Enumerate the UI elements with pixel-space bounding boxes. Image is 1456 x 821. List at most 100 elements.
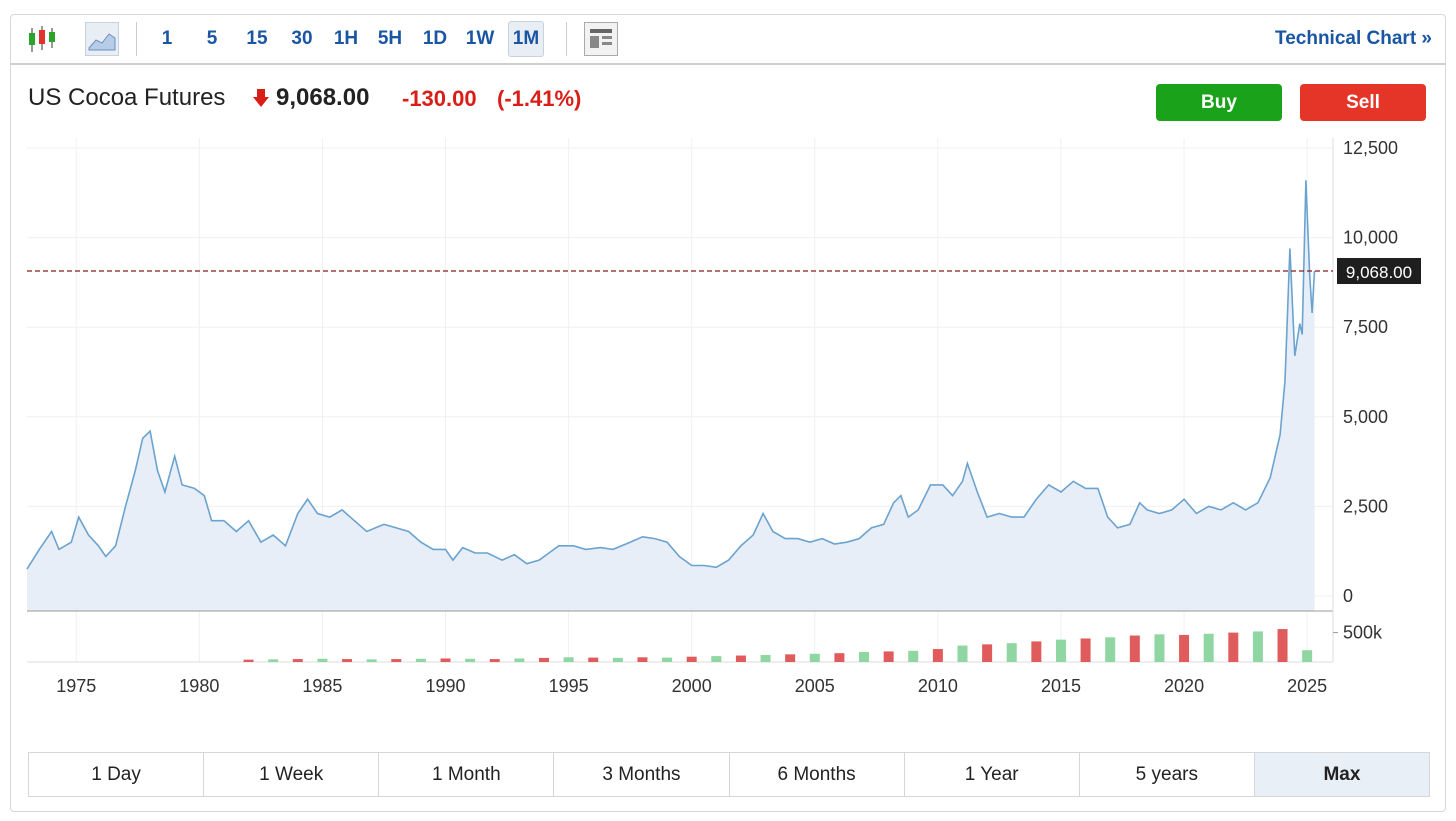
volume-bar [982, 644, 993, 662]
sell-button[interactable]: Sell [1300, 84, 1426, 121]
volume-bar [366, 659, 377, 662]
volume-bar [662, 657, 673, 662]
buy-button[interactable]: Buy [1156, 84, 1282, 121]
range-tab[interactable]: 1 Year [905, 753, 1080, 796]
volume-bar [760, 654, 771, 662]
volume-bar [785, 654, 796, 662]
volume-bar [415, 658, 426, 662]
range-tab[interactable]: 1 Day [29, 753, 205, 796]
interval-button[interactable]: 1W [465, 28, 495, 49]
volume-bar [440, 658, 451, 662]
volume-bar [686, 656, 697, 662]
instrument-name: US Cocoa Futures [28, 84, 226, 111]
chart: 0 2,500 5,000 7,500 10,000 12,500 1975 1980 1985… [26, 138, 1421, 696]
y-tick-label: 2,500 [1343, 496, 1388, 516]
volume-bar [1277, 629, 1288, 662]
range-tab[interactable]: 6 Months [730, 753, 905, 796]
last-price-box [1337, 258, 1421, 285]
range-tab[interactable]: 3 Months [554, 753, 730, 796]
volume-bar [538, 657, 549, 662]
volume-bar [1006, 643, 1017, 662]
range-tab[interactable]: 1 Week [204, 753, 380, 796]
range-tab[interactable]: 1 Month [379, 753, 555, 796]
volume-bar [489, 659, 500, 662]
y-tick-label: 10,000 [1343, 228, 1398, 248]
volume-bar [1055, 639, 1066, 662]
divider [566, 22, 567, 56]
volume-bar [1080, 638, 1091, 662]
volume-bar [809, 653, 820, 662]
technical-chart-link[interactable]: Technical Chart » [1275, 28, 1432, 49]
volume-bar [292, 659, 303, 662]
x-tick-label: 1975 [56, 676, 96, 696]
price-line [26, 180, 1316, 570]
change-percent: (-1.41%) [497, 86, 582, 111]
volume-bar [1179, 634, 1190, 662]
volume-bar [1154, 634, 1165, 662]
volume-bar [932, 649, 943, 662]
volume-bar [637, 657, 648, 662]
volume-bar [465, 658, 476, 662]
volume-bar [514, 658, 525, 662]
volume-bar [243, 659, 254, 662]
y-tick-label: 0 [1343, 586, 1353, 606]
range-tab[interactable]: 5 years [1080, 753, 1255, 796]
volume-bar [957, 645, 968, 662]
x-tick-label: 2015 [1041, 676, 1081, 696]
interval-button[interactable]: 5 [206, 28, 218, 49]
layout-icon[interactable] [584, 22, 618, 56]
range-tabs: 1 Day 1 Week 1 Month 3 Months 6 Months 1 Year… [28, 752, 1430, 797]
x-tick-label: 2000 [672, 676, 712, 696]
widget-frame [10, 14, 1446, 812]
y-tick-label: 12,500 [1343, 138, 1398, 158]
x-tick-label: 1990 [425, 676, 465, 696]
volume-bar [1252, 631, 1263, 662]
volume-bar [908, 650, 919, 662]
last-price-label: 9,068.00 [1346, 263, 1412, 282]
y-tick-label: 7,500 [1343, 317, 1388, 337]
change: -130.00 [402, 86, 477, 111]
x-tick-label: 2010 [918, 676, 958, 696]
interval-button[interactable]: 30 [291, 28, 313, 49]
x-tick-label: 1980 [179, 676, 219, 696]
x-tick-label: 2020 [1164, 676, 1204, 696]
y-tick-label: 5,000 [1343, 407, 1388, 427]
volume-bar [588, 657, 599, 662]
volume-bar [1031, 641, 1042, 662]
volume-bar [563, 657, 574, 662]
candlestick-icon[interactable] [26, 24, 58, 56]
volume-bar [612, 657, 623, 662]
volume-bar [1105, 637, 1116, 662]
x-tick-label: 1995 [549, 676, 589, 696]
x-tick-label: 1985 [302, 676, 342, 696]
volume-tick-label: 500k [1343, 623, 1383, 643]
interval-button[interactable]: 1D [422, 28, 448, 49]
down-arrow [253, 89, 269, 107]
interval-button[interactable]: 15 [246, 28, 268, 49]
area-icon[interactable] [85, 22, 119, 56]
volume-bar [859, 652, 870, 662]
divider [136, 22, 137, 56]
volume-bar [883, 651, 894, 662]
x-tick-label: 2025 [1287, 676, 1327, 696]
price: 9,068.00 [276, 84, 370, 111]
volume-bar [1302, 650, 1313, 662]
toolbar [11, 15, 1445, 65]
interval-button[interactable]: 1 [161, 28, 173, 49]
volume-bar [711, 656, 722, 662]
volume-bar [834, 653, 845, 662]
volume-bar [1203, 633, 1214, 662]
volume-bar [1228, 632, 1239, 662]
interval-button[interactable]: 1H [333, 28, 359, 49]
range-tab[interactable]: Max [1254, 753, 1429, 796]
volume-bar [391, 659, 402, 662]
interval-button[interactable]: 5H [377, 28, 403, 49]
volume-bar [317, 658, 328, 662]
interval-button[interactable]: 1M [508, 21, 544, 57]
price-area [27, 180, 1315, 612]
volume-bar [735, 655, 746, 662]
volume-bar [1129, 635, 1140, 662]
volume-bar [268, 659, 279, 662]
volume-bar [342, 659, 353, 662]
